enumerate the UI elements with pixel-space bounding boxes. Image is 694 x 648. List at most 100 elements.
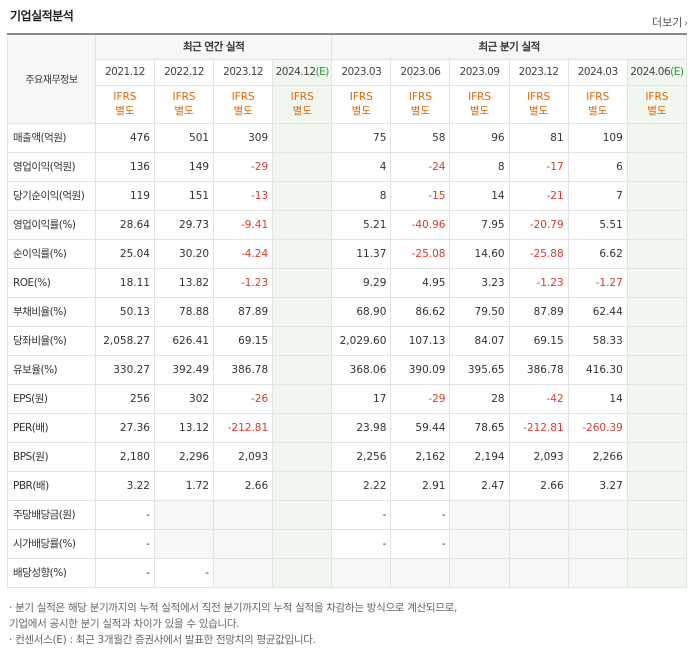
row-label: 순이익률(%) xyxy=(7,238,96,269)
table-cell: 390.09 xyxy=(390,354,451,385)
table-cell xyxy=(626,180,688,211)
period-label: 2023.09 xyxy=(459,66,500,78)
table-cell: 3.23 xyxy=(449,267,510,298)
standard-line1: IFRS xyxy=(349,91,373,103)
table-cell: 14 xyxy=(449,180,510,211)
table-cell: 5.21 xyxy=(331,209,392,240)
table-cell: 2.91 xyxy=(390,470,451,501)
table-cell xyxy=(272,151,333,182)
table-cell xyxy=(626,325,688,356)
standard-line1: IFRS xyxy=(527,91,551,103)
table-cell: - xyxy=(153,557,215,588)
table-cell: 58.33 xyxy=(567,325,628,356)
table-row: 배당성향(%) - - xyxy=(7,557,688,588)
table-cell: 7 xyxy=(567,180,628,211)
table-cell: 4.95 xyxy=(390,267,451,298)
quarter-header: 최근 분기 실적 xyxy=(331,33,687,60)
table-cell xyxy=(272,499,333,530)
row-label: 당좌비율(%) xyxy=(7,325,96,356)
table-cell: 151 xyxy=(153,180,215,211)
table-cell: 87.89 xyxy=(213,296,274,327)
table-cell: 69.15 xyxy=(213,325,274,356)
period-label: 2021.12 xyxy=(104,66,145,78)
standard-line1: IFRS xyxy=(290,91,314,103)
table-cell: 386.78 xyxy=(508,354,569,385)
row-label: 주당배당금(원) xyxy=(7,499,96,530)
row-label: 시가배당률(%) xyxy=(7,528,96,559)
table-cell xyxy=(272,296,333,327)
table-body: 매출액(억원) 476 501 309 75 58 96 81 109 영업이익(억원) 136 14… xyxy=(7,122,688,588)
table-cell xyxy=(449,557,510,588)
table-cell xyxy=(567,499,628,530)
table-cell xyxy=(272,354,333,385)
table-cell xyxy=(626,528,688,559)
standard-header: IFRS 별도 xyxy=(626,84,688,124)
table-row: 부채비율(%) 50.13 78.88 87.89 68.90 86.62 79.50 87.… xyxy=(7,296,688,327)
table-cell: 28.64 xyxy=(94,209,155,240)
table-row: 유보율(%) 330.27 392.49 386.78 368.06 390.09 395.… xyxy=(7,354,688,385)
period-label: 2024.12 xyxy=(275,66,316,78)
table-cell: - xyxy=(390,499,451,530)
row-label-header: 주요재무정보 xyxy=(7,33,96,124)
period-row: 2021.12 2022.12 2023.12 2024.12(E) 2023.03 20… xyxy=(8,58,688,86)
table-cell: 78.65 xyxy=(449,412,510,443)
table-cell: 14.60 xyxy=(449,238,510,269)
table-cell: 2,180 xyxy=(94,441,155,472)
table-row: 당좌비율(%) 2,058.27 626.41 69.15 2,029.60 107.13… xyxy=(7,325,688,356)
table-cell: -9.41 xyxy=(213,209,274,240)
standard-header: IFRS 별도 xyxy=(390,84,451,124)
table-cell: -21 xyxy=(508,180,569,211)
table-cell: -212.81 xyxy=(213,412,274,443)
table-cell: 78.88 xyxy=(153,296,215,327)
standard-header: IFRS 별도 xyxy=(213,84,274,124)
table-cell xyxy=(272,412,333,443)
table-row: PBR(배) 3.22 1.72 2.66 2.22 2.91 2.47 2.66 3.27 xyxy=(7,470,688,501)
table-row: ROE(%) 18.11 13.82 -1.23 9.29 4.95 3.23 -1.23 -1… xyxy=(7,267,688,298)
table-cell: 395.65 xyxy=(449,354,510,385)
table-cell: 29.73 xyxy=(153,209,215,240)
table-cell: 8 xyxy=(449,151,510,182)
standard-line2: 별도 xyxy=(115,105,135,117)
period-label: 2023.12 xyxy=(223,66,264,78)
table-row: PER(배) 27.36 13.12 -212.81 23.98 59.44 78.65 -2… xyxy=(7,412,688,443)
period-header: 2024.03 xyxy=(567,58,628,86)
table-cell xyxy=(272,557,333,588)
table-cell: -212.81 xyxy=(508,412,569,443)
table-cell: 9.29 xyxy=(331,267,392,298)
table-cell xyxy=(449,499,510,530)
table-cell: 2,266 xyxy=(567,441,628,472)
more-label: 더보기 xyxy=(652,16,683,29)
table-cell: -20.79 xyxy=(508,209,569,240)
row-label: BPS(원) xyxy=(7,441,96,472)
row-label: PBR(배) xyxy=(7,470,96,501)
row-label: 당기순이익(억원) xyxy=(7,180,96,211)
table-cell: 25.04 xyxy=(94,238,155,269)
period-label: 2022.12 xyxy=(164,66,204,78)
table-cell: 6.62 xyxy=(567,238,628,269)
table-row: 시가배당률(%) - - - xyxy=(7,528,688,559)
row-label: 영업이익(억원) xyxy=(7,151,96,182)
table-cell xyxy=(626,122,688,153)
table-row: BPS(원) 2,180 2,296 2,093 2,256 2,162 2,194 2,09… xyxy=(7,441,688,472)
period-header: 2021.12 xyxy=(94,58,155,86)
standard-line1: IFRS xyxy=(231,91,255,103)
table-cell: 416.30 xyxy=(567,354,628,385)
table-cell xyxy=(626,267,688,298)
table-cell xyxy=(272,528,333,559)
table-row: 영업이익(억원) 136 149 -29 4 -24 8 -17 6 xyxy=(7,151,688,182)
table-cell: 2,194 xyxy=(449,441,510,472)
table-cell xyxy=(213,557,274,588)
table-cell xyxy=(626,470,688,501)
table-cell: 4 xyxy=(331,151,392,182)
more-link[interactable]: 더보기 › xyxy=(652,14,688,30)
standard-line2: 별도 xyxy=(588,105,608,117)
table-cell: 109 xyxy=(567,122,628,153)
footnotes: · 분기 실적은 해당 분기까지의 누적 실적에서 직전 분기까지의 누적 실적… xyxy=(9,600,457,648)
table-cell: 30.20 xyxy=(153,238,215,269)
standard-header: IFRS 별도 xyxy=(508,84,569,124)
table-cell: - xyxy=(94,557,155,588)
footnote-1: · 분기 실적은 해당 분기까지의 누적 실적에서 직전 분기까지의 누적 실적… xyxy=(9,602,458,614)
table-row: 순이익률(%) 25.04 30.20 -4.24 11.37 -25.08 14.60 -2… xyxy=(7,238,688,269)
period-label: 2023.12 xyxy=(518,66,559,78)
